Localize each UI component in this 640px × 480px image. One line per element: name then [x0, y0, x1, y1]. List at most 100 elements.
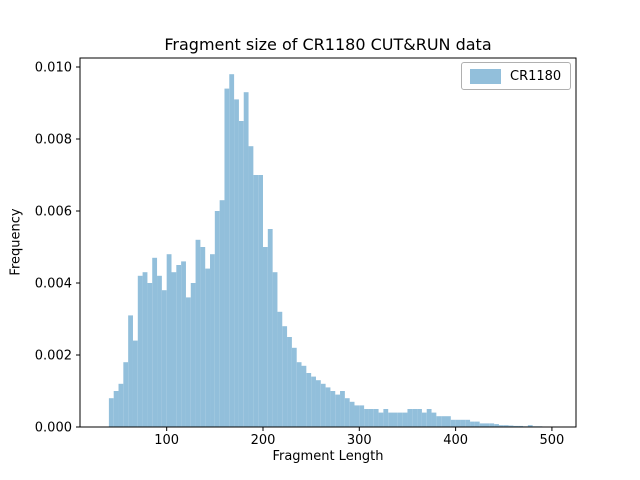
axes-frame — [79, 57, 577, 428]
histogram-bar — [190, 283, 196, 427]
histogram-bar — [445, 416, 451, 427]
histogram-bar — [108, 398, 114, 427]
histogram-bar — [393, 412, 398, 427]
histogram-bar — [431, 412, 437, 427]
histogram-bar — [373, 409, 379, 427]
histogram-bar — [508, 425, 514, 427]
histogram-bar — [301, 365, 307, 427]
histogram-bar — [378, 412, 384, 427]
histogram-bar — [214, 211, 220, 427]
histogram-bar — [518, 425, 524, 427]
histogram-bar — [330, 391, 336, 427]
y-tick-label: 0.000 — [35, 421, 72, 436]
histogram-bar — [142, 272, 148, 427]
histogram-bar — [205, 268, 211, 427]
y-tick-label: 0.008 — [35, 133, 72, 148]
histogram-bar — [137, 275, 143, 427]
histogram-bar — [113, 391, 119, 427]
histogram-bar — [402, 412, 408, 427]
histogram-bar — [320, 383, 326, 427]
histogram-bar — [262, 247, 268, 427]
histogram-bar — [161, 290, 167, 427]
histogram-bar — [234, 99, 239, 428]
histogram-bar — [460, 419, 466, 427]
histogram-bar — [325, 387, 331, 427]
histogram-bar — [354, 405, 360, 427]
histogram-bar — [296, 362, 302, 427]
histogram-bar — [441, 416, 446, 427]
histogram-bar — [349, 401, 355, 427]
histogram-bars — [108, 74, 552, 428]
histogram-bar — [450, 419, 456, 427]
x-axis-label: Fragment Length — [272, 449, 384, 464]
histogram-bar — [470, 421, 475, 427]
histogram-bar — [474, 421, 480, 427]
x-tick-label: 100 — [154, 433, 179, 448]
histogram-bar — [498, 425, 504, 427]
histogram-bar — [272, 272, 278, 427]
histogram-bar — [238, 121, 244, 427]
histogram-bar — [229, 74, 235, 427]
histogram-bar — [306, 373, 312, 427]
legend-swatch — [470, 68, 501, 84]
histogram-bar — [383, 409, 389, 427]
histogram-bar — [359, 405, 365, 427]
y-tick-label: 0.010 — [35, 61, 72, 76]
histogram-bar — [397, 412, 403, 427]
histogram-bar — [277, 311, 283, 427]
x-tick-label: 500 — [540, 433, 565, 448]
histogram-bar — [200, 247, 206, 427]
histogram-bar — [489, 423, 495, 427]
chart-title: Fragment size of CR1180 CUT&RUN data — [164, 35, 492, 54]
histogram-bar — [147, 283, 153, 427]
legend: CR1180 — [461, 62, 571, 90]
histogram-bar — [287, 337, 292, 427]
histogram-bar — [455, 419, 461, 427]
histogram-bar — [132, 340, 138, 427]
histogram-bar — [258, 175, 263, 427]
histogram-bar — [311, 376, 316, 427]
histogram-bar — [253, 175, 259, 427]
histogram-bar — [426, 409, 432, 427]
x-tick-label: 200 — [251, 433, 276, 448]
y-axis-label: Frequency — [8, 208, 24, 276]
histogram-bar — [224, 88, 230, 427]
histogram-bar — [282, 326, 288, 427]
histogram-bar — [421, 412, 427, 427]
histogram-bar — [210, 254, 215, 427]
histogram-bar — [219, 200, 225, 427]
histogram-bar — [118, 383, 124, 427]
histogram-bar — [368, 409, 374, 427]
histogram-bar — [171, 272, 177, 427]
histogram-bar — [176, 265, 182, 427]
histogram-bar — [412, 409, 418, 427]
histogram-bar — [407, 409, 413, 427]
histogram-bar — [166, 254, 172, 427]
histogram-bar — [181, 261, 186, 427]
y-tick-label: 0.006 — [35, 205, 72, 220]
histogram-bar — [527, 425, 533, 427]
histogram-bar — [128, 315, 133, 427]
histogram-bar — [157, 275, 162, 427]
x-tick-label: 400 — [443, 433, 468, 448]
y-tick-label: 0.004 — [35, 277, 72, 292]
histogram-bar — [479, 423, 485, 427]
histogram-bar — [503, 425, 509, 427]
legend-label: CR1180 — [510, 68, 562, 84]
histogram-bar — [185, 297, 191, 427]
histogram-bar — [364, 409, 369, 427]
histogram-bar — [335, 394, 341, 427]
histogram-bar — [123, 362, 129, 427]
histogram-bar — [417, 409, 422, 427]
histogram-bar — [195, 239, 201, 427]
histogram-bar — [465, 419, 471, 427]
histogram-bar — [291, 347, 297, 427]
histogram-bar — [315, 380, 321, 427]
histogram-bar — [513, 425, 519, 427]
histogram-bar — [267, 229, 273, 427]
histogram-bar — [340, 391, 345, 427]
histogram-bar — [248, 146, 254, 427]
histogram-bar — [243, 92, 249, 427]
